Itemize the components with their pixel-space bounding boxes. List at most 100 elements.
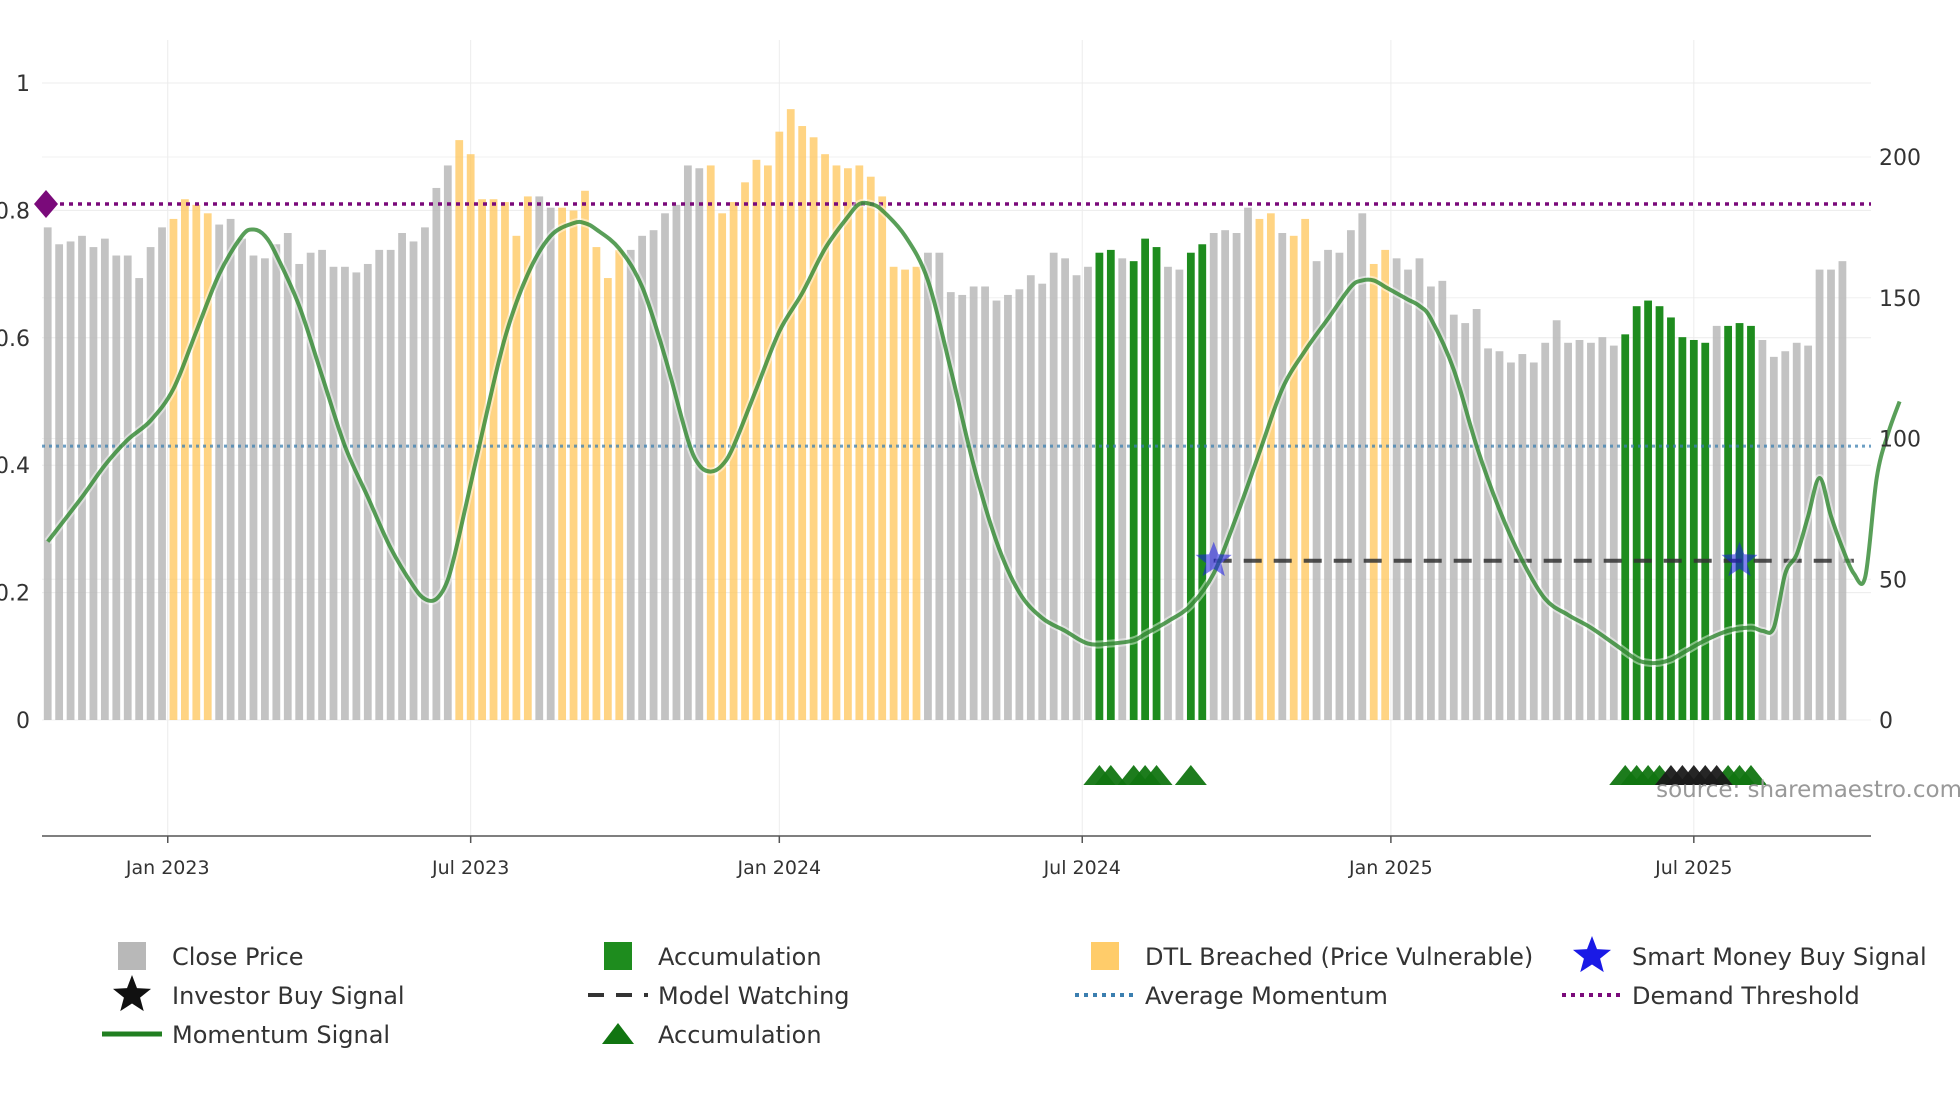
accumulation-bar <box>1701 342 1710 720</box>
close-price-bar <box>238 238 246 720</box>
smart-money-star-icon <box>1195 541 1232 577</box>
dtl-breached-bar <box>592 247 601 720</box>
close-price-bar <box>1358 213 1367 721</box>
x-tick-label: Jul 2024 <box>1043 857 1121 879</box>
dtl-breached-bar <box>855 165 864 720</box>
dtl-breached-bar <box>558 207 567 721</box>
y-left-tick-label: 1 <box>16 72 30 97</box>
legend-label: DTL Breached (Price Vulnerable) <box>1145 943 1533 971</box>
close-price-bar <box>1792 342 1801 720</box>
close-price-bar <box>100 238 109 720</box>
accumulation-bar <box>1129 261 1138 720</box>
close-price-bar <box>1541 342 1550 720</box>
accumulation-bar <box>1724 325 1732 720</box>
close-price-bar <box>1335 252 1344 720</box>
legend-item: Close Price <box>118 942 304 971</box>
x-tick-label: Jan 2025 <box>1348 857 1433 879</box>
close-price-bar <box>1598 337 1607 720</box>
accumulation-triangle-icon <box>1094 765 1127 785</box>
close-price-bar <box>352 272 361 720</box>
legend-item: Smart Money Buy Signal <box>1572 936 1927 973</box>
close-price-bar <box>432 187 441 721</box>
signal-markers <box>34 190 1767 785</box>
demand-threshold-diamond-icon <box>34 190 58 219</box>
close-price-bar <box>1438 280 1447 720</box>
dtl-breached-bar <box>866 176 875 720</box>
close-price-bar <box>1232 233 1241 720</box>
dtl-breached-bar <box>523 196 532 720</box>
accumulation-bar <box>1095 252 1104 720</box>
legend-label: Investor Buy Signal <box>172 982 405 1010</box>
y-right-tick-label: 150 <box>1879 287 1921 312</box>
close-price-bar <box>66 241 75 720</box>
close-price-bar <box>135 278 144 720</box>
axes: 0 0.2 0.4 0.6 0.8 1 0 50 100 150 200 Jan 2023 Jul 20… <box>0 72 1921 879</box>
dtl-breached-bar <box>809 137 818 721</box>
momentum-series <box>44 198 1904 668</box>
close-price-bar <box>1461 323 1470 720</box>
close-price-bar <box>1049 252 1058 720</box>
dtl-breached-bar <box>786 109 795 720</box>
close-price-bar <box>261 258 269 720</box>
legend-star-icon <box>112 975 152 1012</box>
accumulation-bar <box>1747 325 1755 720</box>
dtl-breached-bar <box>1266 213 1275 721</box>
legend-label: Model Watching <box>658 982 850 1010</box>
dtl-breached-bar <box>466 154 475 720</box>
dtl-breached-bar <box>478 199 486 721</box>
close-price-bar <box>1564 342 1572 720</box>
y-right-tick-label: 200 <box>1879 146 1921 171</box>
close-price-bar <box>1312 261 1321 720</box>
dtl-breached-bar <box>798 126 807 720</box>
close-price-bar <box>1346 230 1355 720</box>
close-price-bar <box>158 227 166 720</box>
close-price-bar <box>1804 345 1813 720</box>
price-bars <box>43 109 1847 721</box>
dtl-breached-bar <box>1381 249 1390 720</box>
close-price-bar <box>1758 339 1767 720</box>
close-price-bar <box>398 233 406 720</box>
close-price-bar <box>443 165 452 720</box>
close-price-bar <box>421 227 429 720</box>
close-price-bar <box>672 204 681 721</box>
legend-triangle-icon <box>602 1023 634 1044</box>
legend-label: Demand Threshold <box>1632 982 1860 1010</box>
close-price-bar <box>112 255 121 720</box>
accumulation-bar <box>1152 247 1161 720</box>
dtl-breached-bar <box>878 196 887 720</box>
close-price-bar <box>1587 342 1595 720</box>
close-price-bar <box>318 249 326 720</box>
close-price-bar <box>1781 351 1790 720</box>
close-price-bar <box>1061 258 1069 720</box>
close-price-bar <box>375 249 384 720</box>
close-price-bar <box>1244 207 1252 721</box>
accumulation-bar <box>1198 244 1207 720</box>
source-label: source: sharemaestro.com <box>1656 777 1960 803</box>
close-price-bar <box>1518 354 1527 720</box>
dtl-breached-bar <box>901 269 909 720</box>
x-tick-label: Jan 2024 <box>736 857 821 879</box>
dtl-breached-bar <box>729 202 738 721</box>
dtl-breached-bar <box>1289 235 1298 720</box>
legend-label: Close Price <box>172 943 304 971</box>
close-price-bar <box>1769 356 1778 720</box>
close-price-bar <box>1815 269 1824 720</box>
y-left-tick-label: 0.8 <box>0 199 30 224</box>
close-price-bar <box>695 168 704 720</box>
dtl-breached-bar <box>615 249 624 720</box>
close-price-bar <box>363 263 372 720</box>
legend-swatch <box>1091 942 1119 970</box>
y-left-tick-label: 0.6 <box>0 327 30 352</box>
close-price-bar <box>1552 320 1561 720</box>
gridlines <box>42 40 1871 836</box>
close-price-bar <box>1118 258 1127 720</box>
dtl-breached-bar <box>889 266 898 720</box>
accumulation-triangle-icon <box>1174 765 1207 785</box>
investor-triangle-icon <box>1700 765 1733 785</box>
legend-label: Smart Money Buy Signal <box>1632 943 1927 971</box>
legend-label: Average Momentum <box>1145 982 1388 1010</box>
close-price-bar <box>1472 309 1481 720</box>
close-price-bar <box>946 292 955 720</box>
accumulation-bar <box>1735 323 1744 720</box>
